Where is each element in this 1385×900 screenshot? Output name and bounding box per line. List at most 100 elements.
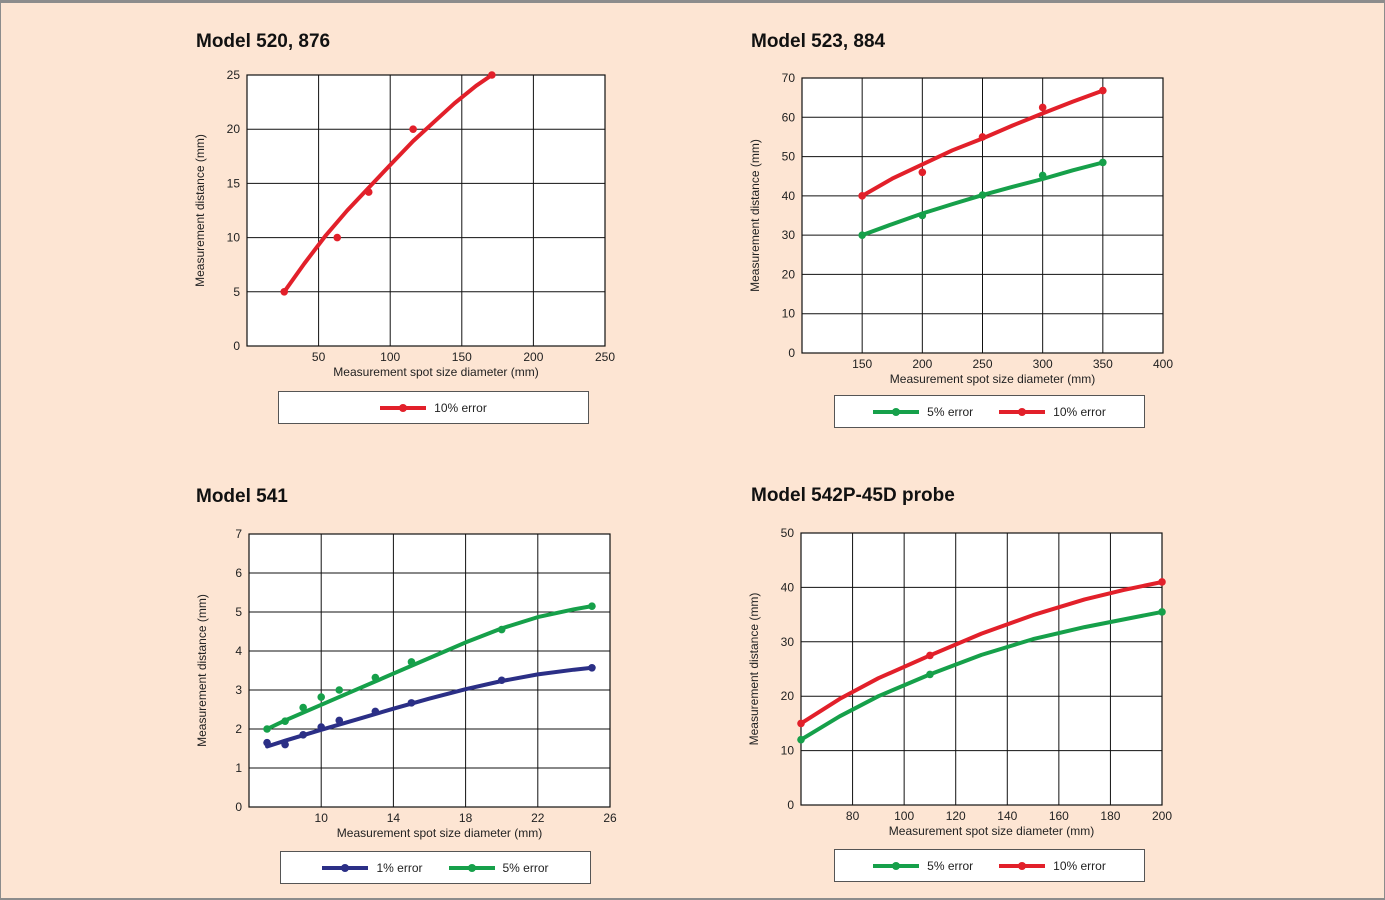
y-tick-label: 6 bbox=[235, 566, 242, 580]
y-axis-label: Measurement distance (mm) bbox=[193, 134, 207, 287]
data-point-5pct-error bbox=[926, 670, 934, 679]
x-tick-label: 26 bbox=[603, 811, 617, 825]
y-tick-label: 10 bbox=[781, 744, 795, 758]
x-tick-label: 250 bbox=[972, 357, 992, 371]
y-tick-label: 7 bbox=[235, 527, 242, 541]
series-line-10pct-error bbox=[282, 73, 494, 294]
data-point-5pct-error bbox=[1158, 608, 1166, 616]
data-point-10pct-error bbox=[409, 125, 417, 133]
data-point-10pct-error bbox=[918, 168, 927, 177]
legend-swatch-10pct-error bbox=[999, 859, 1046, 873]
y-tick-label: 20 bbox=[227, 122, 241, 136]
legend-swatch-5pct-error bbox=[448, 861, 495, 875]
data-point-5pct-error bbox=[299, 703, 307, 712]
x-tick-label: 18 bbox=[459, 811, 473, 825]
chart-title-model-541: Model 541 bbox=[196, 486, 288, 507]
data-point-10pct-error bbox=[364, 188, 373, 196]
y-tick-label: 50 bbox=[781, 526, 795, 540]
chart-title-model-542p-45d: Model 542P-45D probe bbox=[751, 485, 955, 506]
data-point-1pct-error bbox=[407, 699, 416, 707]
y-tick-label: 0 bbox=[787, 798, 794, 812]
x-tick-label: 100 bbox=[380, 350, 400, 364]
y-tick-label: 20 bbox=[782, 267, 796, 281]
legend-label-1pct-error: 1% error bbox=[376, 860, 423, 875]
y-axis-label: Measurement distance (mm) bbox=[748, 139, 762, 292]
x-axis-label: Measurement spot size diameter (mm) bbox=[333, 365, 538, 379]
data-point-10pct-error bbox=[1158, 578, 1166, 586]
data-point-5pct-error bbox=[497, 625, 506, 634]
x-tick-label: 250 bbox=[595, 350, 615, 364]
legend-swatch-10pct-error bbox=[380, 401, 427, 415]
series-line-5pct-error bbox=[799, 609, 1164, 742]
y-tick-label: 2 bbox=[235, 722, 242, 736]
data-point-10pct-error bbox=[280, 288, 289, 296]
legend-item-10pct-error: 10% error bbox=[999, 405, 1106, 419]
x-tick-label: 100 bbox=[894, 809, 914, 823]
data-point-1pct-error bbox=[263, 738, 271, 747]
legend-item-5pct-error: 5% error bbox=[448, 861, 549, 875]
x-tick-label: 180 bbox=[1100, 809, 1120, 823]
legend-model-520-876: 10% error bbox=[278, 391, 589, 424]
y-tick-label: 25 bbox=[227, 68, 241, 82]
legend-item-10pct-error: 10% error bbox=[999, 859, 1106, 873]
x-tick-label: 400 bbox=[1153, 357, 1173, 371]
y-tick-label: 60 bbox=[782, 110, 796, 124]
data-point-10pct-error bbox=[797, 719, 805, 728]
y-tick-label: 0 bbox=[233, 339, 240, 353]
x-tick-label: 120 bbox=[946, 809, 966, 823]
legend-label-10pct-error: 10% error bbox=[1053, 404, 1106, 419]
x-tick-label: 22 bbox=[531, 811, 545, 825]
data-point-10pct-error bbox=[978, 133, 987, 141]
data-point-5pct-error bbox=[281, 717, 289, 725]
data-point-5pct-error bbox=[371, 673, 380, 682]
data-point-10pct-error bbox=[488, 71, 496, 79]
legend-item-1pct-error: 1% error bbox=[322, 860, 423, 875]
data-point-5pct-error bbox=[978, 191, 987, 199]
plot-frame bbox=[246, 74, 606, 347]
data-point-5pct-error bbox=[317, 693, 326, 701]
data-point-5pct-error bbox=[1038, 171, 1047, 180]
legend-model-542p-45d: 5% error 10% error bbox=[834, 849, 1145, 882]
x-tick-label: 350 bbox=[1093, 357, 1113, 371]
data-point-1pct-error bbox=[281, 740, 289, 749]
legend-swatch-5pct-error bbox=[873, 405, 920, 419]
y-tick-label: 1 bbox=[235, 761, 242, 775]
x-tick-label: 200 bbox=[523, 350, 543, 364]
x-axis-label: Measurement spot size diameter (mm) bbox=[337, 826, 542, 840]
y-tick-label: 30 bbox=[782, 228, 796, 242]
x-tick-label: 160 bbox=[1049, 809, 1069, 823]
series-line-1pct-error bbox=[265, 665, 594, 749]
x-tick-label: 150 bbox=[852, 357, 872, 371]
x-axis-label: Measurement spot size diameter (mm) bbox=[890, 372, 1095, 386]
y-tick-label: 40 bbox=[782, 189, 796, 203]
series-line-10pct-error bbox=[799, 580, 1164, 726]
plot-area bbox=[801, 533, 1162, 805]
data-point-1pct-error bbox=[588, 663, 596, 672]
legend-swatch-1pct-error bbox=[322, 861, 369, 875]
data-point-1pct-error bbox=[497, 676, 506, 685]
chart-title-model-523-884: Model 523, 884 bbox=[751, 31, 886, 52]
legend-item-5pct-error: 5% error bbox=[873, 405, 973, 419]
y-tick-label: 3 bbox=[235, 683, 242, 697]
y-tick-label: 0 bbox=[235, 800, 242, 814]
legend-model-523-884: 5% error 10% error bbox=[834, 395, 1145, 428]
legend-label-10pct-error: 10% error bbox=[1053, 858, 1106, 873]
data-point-1pct-error bbox=[335, 716, 344, 725]
x-tick-label: 14 bbox=[387, 811, 401, 825]
y-tick-label: 0 bbox=[788, 346, 795, 360]
plot-area bbox=[249, 534, 610, 807]
data-point-5pct-error bbox=[588, 602, 596, 610]
data-point-10pct-error bbox=[858, 192, 866, 200]
plot-frame bbox=[248, 533, 611, 808]
y-tick-label: 30 bbox=[781, 635, 795, 649]
y-axis-label: Measurement distance (mm) bbox=[195, 594, 209, 747]
y-tick-label: 5 bbox=[235, 605, 242, 619]
y-axis-label: Measurement distance (mm) bbox=[747, 593, 761, 746]
legend-label-5pct-error: 5% error bbox=[927, 858, 974, 873]
data-point-1pct-error bbox=[371, 707, 380, 716]
x-tick-label: 10 bbox=[315, 811, 329, 825]
chart-title-model-520-876: Model 520, 876 bbox=[196, 31, 331, 52]
